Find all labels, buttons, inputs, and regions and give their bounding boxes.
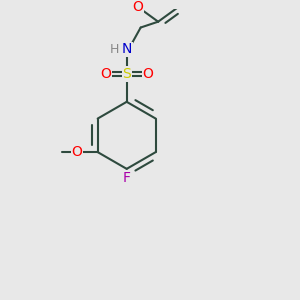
Text: N: N (122, 42, 132, 56)
Text: O: O (132, 0, 143, 14)
Text: H: H (110, 43, 119, 56)
Text: O: O (142, 67, 153, 81)
Text: S: S (122, 67, 131, 81)
Text: F: F (123, 171, 131, 185)
Text: O: O (71, 145, 82, 159)
Text: O: O (100, 67, 111, 81)
